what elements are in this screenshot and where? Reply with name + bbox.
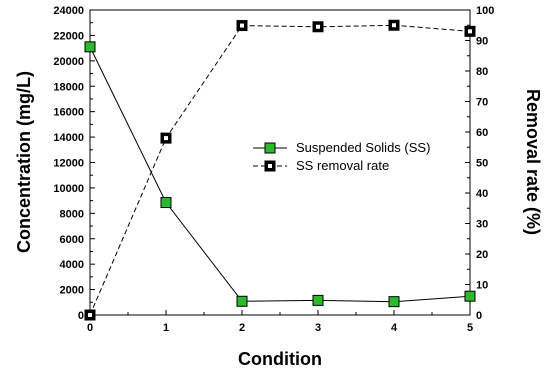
legend-ss-label: Suspended Solids (SS): [296, 140, 430, 155]
left-tick-label: 22000: [53, 30, 84, 42]
x-axis-title: Condition: [238, 349, 322, 369]
removal-rate-point-center: [392, 23, 396, 28]
series-lines: [89, 24, 471, 316]
x-axis-ticks: 0 1 2 3 4 5: [87, 310, 473, 334]
left-tick-label: 6000: [60, 234, 84, 246]
left-tick-label: 14000: [53, 132, 84, 144]
series-line-0: [89, 46, 471, 303]
x-tick-label: 2: [239, 322, 245, 334]
left-tick-label: 16000: [53, 107, 84, 119]
legend: Suspended Solids (SS) SS removal rate: [253, 140, 430, 173]
series-line-1: [89, 24, 471, 316]
series-markers: [84, 19, 476, 321]
left-tick-label: 2000: [60, 285, 84, 297]
left-tick-label: 4000: [60, 259, 84, 271]
right-tick-label: 60: [476, 127, 488, 139]
right-tick-label: 0: [476, 310, 482, 322]
removal-rate-point-center: [468, 29, 472, 34]
right-tick-label: 40: [476, 188, 488, 200]
left-tick-label: 12000: [53, 158, 84, 170]
right-tick-label: 10: [476, 280, 488, 292]
legend-rate-label: SS removal rate: [296, 158, 389, 173]
left-tick-label: 24000: [53, 5, 84, 17]
x-tick-label: 5: [467, 322, 473, 334]
right-axis-ticks: 0 10 20 30 40 50 60 70 80 90 100: [465, 5, 494, 322]
ss-point: [236, 295, 248, 307]
legend-rate-marker-center: [268, 164, 272, 168]
right-tick-label: 70: [476, 97, 488, 109]
left-axis-title: Concentration (mg/L): [14, 71, 34, 253]
x-tick-label: 3: [315, 322, 321, 334]
right-tick-label: 30: [476, 219, 488, 231]
x-tick-label: 0: [87, 322, 93, 334]
ss-point: [464, 290, 476, 302]
left-tick-label: 18000: [53, 81, 84, 93]
ss-point: [388, 296, 400, 308]
left-tick-label: 8000: [60, 208, 84, 220]
left-axis-ticks: 0 2000 4000 6000 8000 10000 12000 14000 16000 180…: [53, 5, 95, 322]
removal-rate-point-center: [88, 313, 92, 317]
left-tick-label: 20000: [53, 56, 84, 68]
x-tick-label: 4: [391, 322, 398, 334]
right-tick-label: 50: [476, 158, 488, 170]
right-tick-label: 20: [476, 249, 488, 261]
right-tick-label: 80: [476, 66, 488, 78]
ss-point: [84, 41, 96, 53]
left-tick-label: 0: [78, 310, 84, 322]
right-axis-title: Removal rate (%): [523, 89, 543, 235]
ss-point: [160, 197, 172, 209]
right-tick-label: 100: [476, 5, 494, 17]
right-tick-label: 90: [476, 36, 488, 48]
legend-ss-marker: [264, 142, 276, 154]
removal-rate-point-center: [316, 24, 320, 29]
x-tick-label: 1: [163, 322, 169, 334]
left-tick-label: 10000: [53, 183, 84, 195]
removal-rate-point-center: [240, 23, 244, 28]
removal-rate-point-center: [164, 136, 168, 141]
ss-point: [312, 294, 324, 306]
